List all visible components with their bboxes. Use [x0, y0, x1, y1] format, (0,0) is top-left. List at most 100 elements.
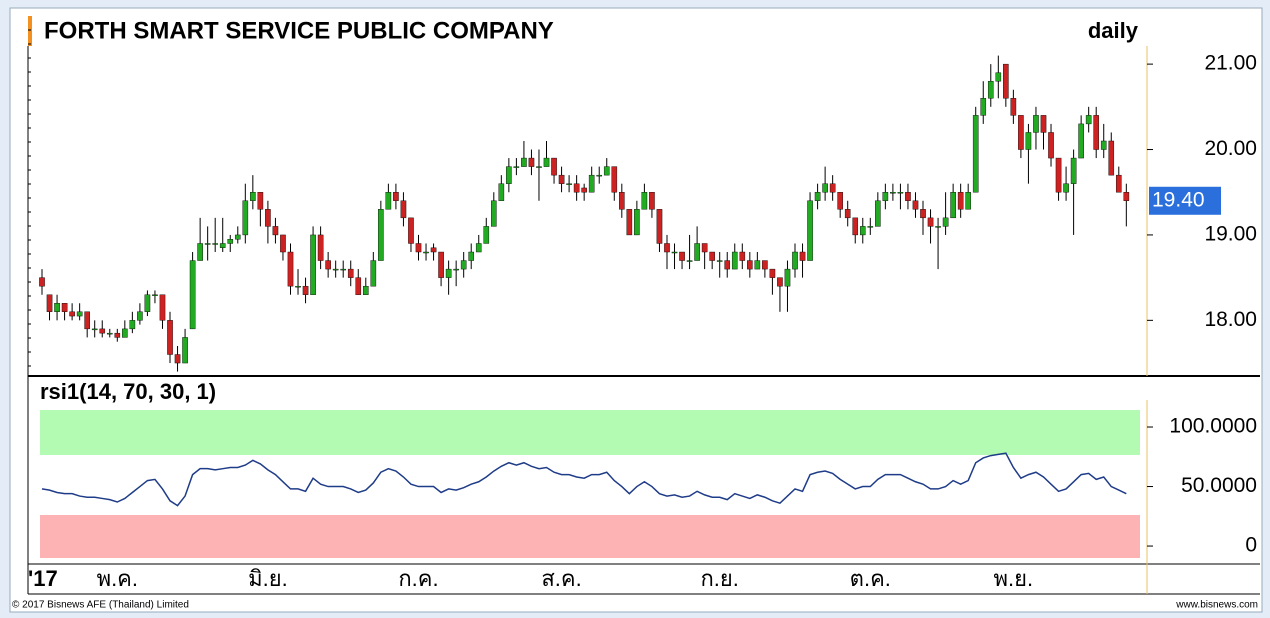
- candle-body: [430, 247, 437, 253]
- overbought-band: [40, 410, 1140, 455]
- candle-body: [106, 332, 113, 335]
- candle-body: [747, 260, 753, 270]
- x-tick-label: ต.ค.: [850, 566, 891, 591]
- candle-body: [671, 251, 678, 254]
- oversold-band: [40, 515, 1140, 558]
- candle-body: [942, 217, 949, 227]
- x-tick-label: พ.ย.: [994, 566, 1034, 591]
- candle-body: [1063, 183, 1069, 193]
- candle-body: [1025, 132, 1032, 150]
- candle-body: [807, 200, 813, 261]
- x-tick-label: ก.ย.: [700, 566, 738, 591]
- candle-body: [152, 294, 158, 296]
- candle-body: [573, 183, 580, 193]
- candle-body: [483, 226, 490, 244]
- candle-body: [724, 260, 731, 270]
- candle-body: [1040, 115, 1047, 133]
- candle-body: [1115, 174, 1122, 193]
- candle-body: [400, 200, 407, 219]
- candle-body: [61, 303, 68, 312]
- candle-body: [234, 234, 241, 240]
- candle-body: [1093, 115, 1099, 150]
- candle-body: [415, 243, 422, 253]
- x-tick-label: พ.ค.: [97, 566, 138, 591]
- candle-body: [950, 192, 956, 219]
- candle-body: [792, 251, 798, 270]
- candle-body: [762, 260, 768, 270]
- rsi-line: [41, 452, 1127, 507]
- candle-body: [799, 251, 806, 261]
- candle-body: [882, 192, 889, 201]
- x-tick-label: '17: [28, 566, 58, 591]
- candle-body: [498, 183, 505, 201]
- candle-body: [317, 234, 324, 261]
- candle-body: [822, 183, 828, 193]
- candle-body: [844, 209, 851, 219]
- candle-body: [362, 285, 369, 295]
- candle-body: [460, 260, 467, 270]
- candle-body: [897, 192, 904, 194]
- candle-body: [39, 277, 45, 287]
- indicator-title: rsi1(14, 70, 30, 1): [40, 379, 216, 404]
- chart-title: FORTH SMART SERVICE PUBLIC COMPANY: [44, 17, 554, 44]
- candle-body: [935, 226, 941, 228]
- candle-body: [890, 192, 896, 194]
- candle-body: [197, 243, 203, 261]
- candle-body: [1078, 123, 1084, 159]
- candle-body: [701, 243, 708, 253]
- candle-body: [475, 243, 482, 253]
- candle-body: [852, 217, 859, 236]
- candle-body: [1123, 192, 1130, 201]
- candle-body: [129, 320, 136, 330]
- candle-body: [965, 192, 971, 210]
- candle-body: [69, 311, 75, 317]
- candle-body: [182, 337, 188, 364]
- candle-body: [1108, 140, 1115, 176]
- candle-body: [445, 268, 452, 278]
- candle-body: [777, 277, 783, 287]
- candle-body: [634, 209, 640, 236]
- candle-body: [227, 239, 234, 244]
- candle-body: [1018, 115, 1024, 150]
- candle-body: [167, 320, 173, 355]
- candle-body: [731, 251, 738, 270]
- candle-body: [332, 268, 339, 271]
- candle-body: [588, 174, 595, 193]
- candle-body: [114, 332, 121, 338]
- candle-body: [603, 166, 610, 176]
- y2-tick-label: 50.0000: [1181, 474, 1257, 497]
- candle-body: [1055, 157, 1062, 193]
- candle-body: [212, 243, 218, 245]
- candle-body: [159, 294, 166, 321]
- candle-body: [626, 209, 633, 236]
- y2-tick-label: 100.0000: [1169, 415, 1257, 438]
- candle-body: [189, 260, 196, 330]
- candle-body: [1003, 63, 1009, 99]
- candle-body: [219, 243, 226, 248]
- candle-body: [619, 192, 625, 210]
- candle-body: [867, 226, 874, 228]
- candle-body: [995, 72, 1002, 82]
- candle-body: [46, 294, 53, 312]
- candle-body: [709, 251, 715, 261]
- candle-body: [204, 243, 211, 245]
- x-tick-label: ก.ค.: [398, 566, 438, 591]
- candle-body: [438, 251, 444, 278]
- candle-body: [54, 303, 60, 312]
- candle-body: [325, 260, 331, 270]
- candle-body: [310, 234, 316, 295]
- candle-body: [265, 209, 271, 227]
- candle-body: [84, 311, 90, 330]
- candle-body: [272, 226, 279, 236]
- candle-body: [302, 285, 309, 295]
- candle-body: [859, 226, 866, 236]
- candle-body: [875, 200, 881, 227]
- candle-body: [558, 174, 565, 184]
- candle-body: [506, 166, 512, 184]
- candle-body: [739, 251, 746, 261]
- candle-body: [581, 187, 587, 193]
- candle-body: [784, 268, 791, 287]
- candle-body: [144, 294, 151, 312]
- candle-body: [957, 192, 964, 210]
